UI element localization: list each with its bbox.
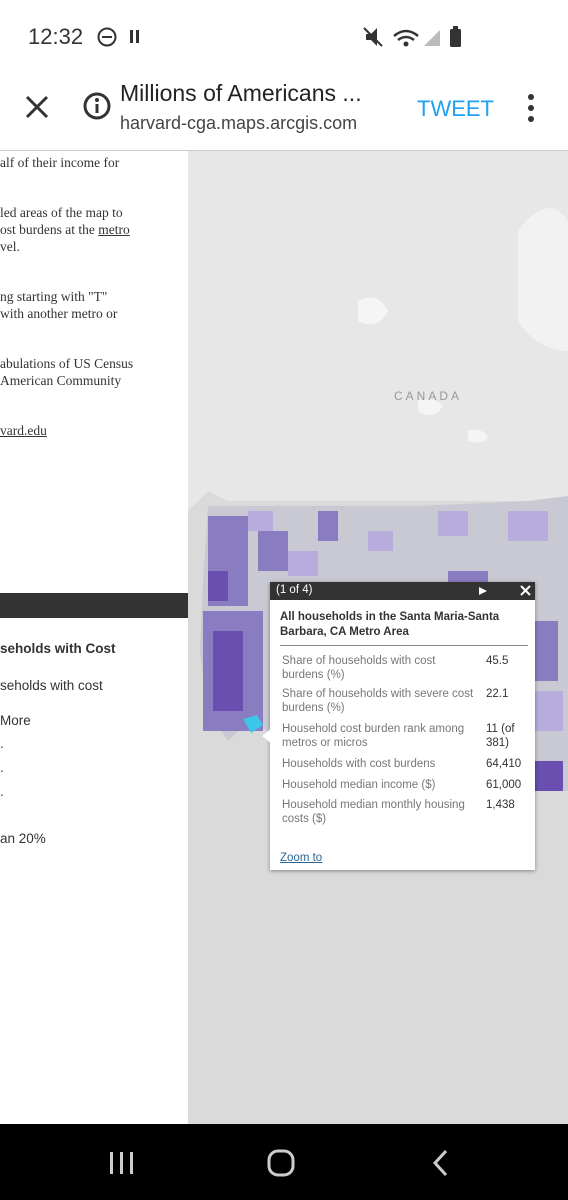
- popup-pointer: [262, 728, 272, 744]
- status-icons: [97, 27, 139, 47]
- field-label: Household cost burden rank among metros …: [282, 723, 465, 749]
- map-label: CANADA: [394, 389, 462, 403]
- back-button[interactable]: [430, 1148, 450, 1178]
- panel-text: American Community: [0, 373, 122, 388]
- info-icon[interactable]: [82, 91, 112, 121]
- time: 12:32: [28, 24, 84, 49]
- legend-item: More: [0, 713, 31, 728]
- next-button[interactable]: [478, 586, 488, 596]
- legend-item: an 20%: [0, 831, 46, 846]
- page-title: Millions of Americans ...: [120, 80, 362, 106]
- nav-bar: [0, 1124, 568, 1200]
- field-value: 64,410: [486, 758, 522, 770]
- side-panel: alf of their income for led areas of the…: [0, 151, 188, 1124]
- system-icons: [363, 26, 461, 47]
- popup-rule: [280, 645, 528, 646]
- field-value: 1,438: [486, 799, 515, 811]
- field-value: 22.1: [486, 688, 509, 700]
- home-button[interactable]: [266, 1148, 296, 1178]
- recents-button[interactable]: [108, 1150, 138, 1176]
- tweet-button[interactable]: TWEET: [417, 96, 494, 121]
- field-label: Household median income ($): [282, 779, 436, 791]
- page-url: harvard-cga.maps.arcgis.com: [120, 113, 358, 133]
- popup-header: (1 of 4): [270, 582, 535, 600]
- legend-title: seholds with Cost: [0, 641, 116, 656]
- zoom-link[interactable]: Zoom to: [280, 852, 323, 864]
- field-label: Household median monthly housing costs (…: [282, 799, 465, 825]
- legend-item: .: [0, 784, 4, 799]
- panel-text: with another metro or: [0, 306, 118, 321]
- field-value: 61,000: [486, 779, 522, 791]
- popup: (1 of 4) All households in the Santa Mar…: [270, 582, 535, 870]
- panel-text: led areas of the map to: [0, 205, 123, 220]
- close-button[interactable]: [24, 94, 52, 122]
- app-bar: Millions of Americans ... harvard-cga.ma…: [0, 68, 568, 151]
- field-label: Share of households with cost burdens (%…: [282, 655, 436, 681]
- panel-text: ng starting with "T": [0, 289, 108, 304]
- metro-link[interactable]: metro: [98, 222, 130, 237]
- menu-button[interactable]: [524, 92, 538, 126]
- panel-text: ost burdens at the: [0, 222, 99, 237]
- panel-text: alf of their income for: [0, 155, 120, 170]
- legend-item: .: [0, 736, 4, 751]
- field-label: Share of households with severe cost bur…: [282, 688, 474, 714]
- field-value: 45.5: [486, 655, 509, 667]
- legend-item: .: [0, 760, 4, 775]
- legend-item: seholds with cost: [0, 678, 103, 693]
- popup-title: All households in the Santa Maria-Santa …: [280, 611, 500, 638]
- panel-text: vel.: [0, 239, 20, 254]
- email-link[interactable]: vard.edu: [0, 423, 47, 438]
- close-popup[interactable]: [520, 585, 531, 596]
- popup-counter: (1 of 4): [276, 584, 313, 596]
- panel-divider: [0, 593, 188, 618]
- field-value: 11 (of 381): [486, 723, 515, 749]
- field-label: Households with cost burdens: [282, 758, 436, 770]
- panel-text: abulations of US Census: [0, 356, 134, 371]
